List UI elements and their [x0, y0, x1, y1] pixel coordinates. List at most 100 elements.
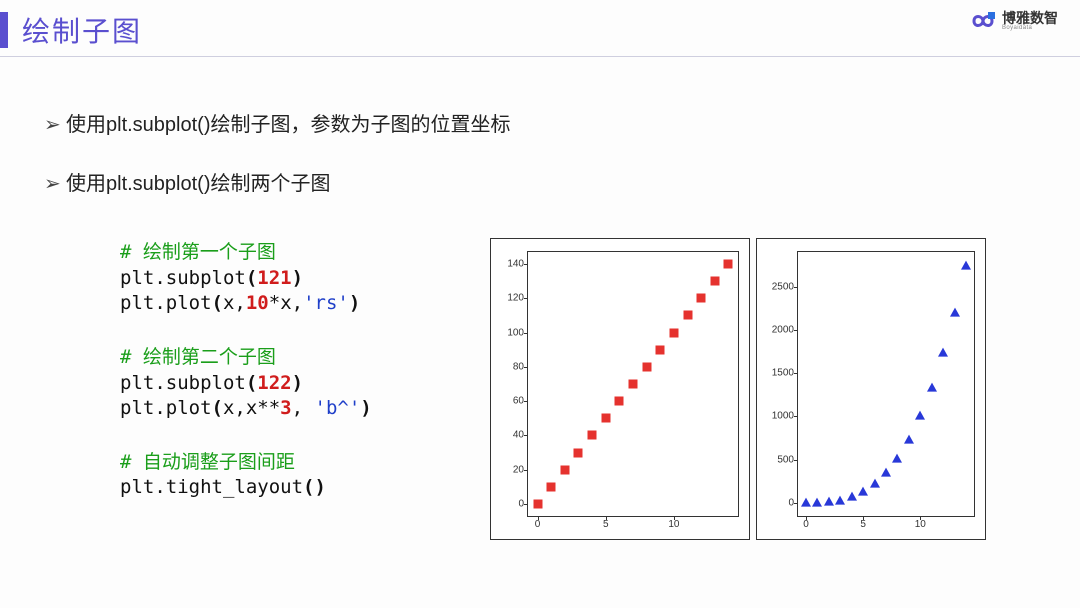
y-tick-label: 500: [777, 454, 794, 465]
data-marker: [642, 362, 651, 371]
data-marker: [588, 431, 597, 440]
data-marker: [870, 479, 880, 488]
y-tick-label: 80: [513, 361, 524, 372]
data-marker: [904, 435, 914, 444]
slide-title: 绘制子图: [22, 10, 142, 50]
code-token: 'rs': [303, 292, 349, 314]
code-token: plt.plot: [120, 397, 212, 419]
chevron-icon: ➢: [44, 171, 58, 196]
data-marker: [938, 348, 948, 357]
data-marker: [858, 487, 868, 496]
code-token: plt.plot: [120, 292, 212, 314]
code-token: plt.tight_layout: [120, 476, 303, 498]
brand-name-cn: 博雅数智: [1002, 11, 1058, 25]
code-token: x,x**: [223, 397, 280, 419]
x-tick-label: 0: [803, 519, 809, 530]
code-token: (: [246, 267, 257, 289]
x-tick-label: 5: [860, 519, 866, 530]
data-marker: [892, 453, 902, 462]
code-token: ): [314, 476, 325, 498]
data-marker: [669, 328, 678, 337]
code-token: 10: [246, 292, 269, 314]
infinity-icon: [970, 10, 996, 32]
code-comment: # 绘制第一个子图: [120, 241, 276, 263]
y-tick-label: 100: [507, 327, 524, 338]
data-marker: [950, 307, 960, 316]
code-block-1: # 绘制第一个子图 plt.subplot(121) plt.plot(x,10…: [120, 240, 372, 317]
code-token: (: [212, 397, 223, 419]
code-area: # 绘制第一个子图 plt.subplot(121) plt.plot(x,10…: [120, 240, 372, 529]
code-token: ,: [292, 397, 315, 419]
data-marker: [801, 498, 811, 507]
code-token: plt.subplot: [120, 267, 246, 289]
y-tick-label: 1000: [772, 411, 794, 422]
data-marker: [629, 380, 638, 389]
data-marker: [533, 500, 542, 509]
data-marker: [824, 497, 834, 506]
data-marker: [724, 260, 733, 269]
x-tick-label: 5: [603, 519, 609, 530]
data-marker: [847, 492, 857, 501]
x-tick-label: 0: [535, 519, 541, 530]
subplot-1: 0204060801001201400510: [490, 238, 750, 540]
code-token: ): [292, 372, 303, 394]
code-comment: # 自动调整子图间距: [120, 451, 295, 473]
y-tick-label: 60: [513, 396, 524, 407]
code-comment: # 绘制第二个子图: [120, 346, 276, 368]
bullet-list: ➢ 使用plt.subplot()绘制子图，参数为子图的位置坐标 ➢ 使用plt.s…: [44, 108, 511, 226]
data-marker: [961, 260, 971, 269]
title-accent: [0, 12, 8, 48]
y-tick-label: 120: [507, 293, 524, 304]
code-token: (: [303, 476, 314, 498]
bullet-item: ➢ 使用plt.subplot()绘制子图，参数为子图的位置坐标: [44, 108, 511, 137]
code-token: ): [360, 397, 371, 419]
data-marker: [615, 397, 624, 406]
plot-area-1: 0204060801001201400510: [527, 251, 739, 517]
data-marker: [812, 498, 822, 507]
code-token: (: [212, 292, 223, 314]
data-marker: [560, 465, 569, 474]
brand-logo: 博雅数智 Boyaidata: [970, 10, 1058, 32]
data-marker: [835, 495, 845, 504]
data-marker: [574, 448, 583, 457]
data-marker: [697, 294, 706, 303]
code-token: 3: [280, 397, 291, 419]
charts-container: 0204060801001201400510 05001000150020002…: [490, 238, 986, 540]
header-divider: [0, 56, 1080, 57]
y-tick-label: 2000: [772, 324, 794, 335]
code-block-3: # 自动调整子图间距 plt.tight_layout(): [120, 450, 372, 501]
brand-name-en: Boyaidata: [1002, 25, 1058, 31]
data-marker: [927, 382, 937, 391]
data-marker: [710, 277, 719, 286]
bullet-text: 使用plt.subplot()绘制子图，参数为子图的位置坐标: [66, 114, 511, 136]
code-token: ): [349, 292, 360, 314]
code-token: ): [292, 267, 303, 289]
x-tick-label: 10: [915, 519, 926, 530]
code-token: 122: [257, 372, 291, 394]
data-marker: [656, 345, 665, 354]
data-marker: [915, 411, 925, 420]
x-tick-label: 10: [668, 519, 679, 530]
code-token: *x,: [269, 292, 303, 314]
bullet-item: ➢ 使用plt.subplot()绘制两个子图: [44, 167, 511, 196]
data-marker: [881, 468, 891, 477]
y-tick-label: 140: [507, 259, 524, 270]
code-token: 'b^': [315, 397, 361, 419]
bullet-text: 使用plt.subplot()绘制两个子图: [66, 173, 331, 195]
chevron-icon: ➢: [44, 112, 58, 137]
code-token: x,: [223, 292, 246, 314]
code-token: plt.subplot: [120, 372, 246, 394]
code-block-2: # 绘制第二个子图 plt.subplot(122) plt.plot(x,x*…: [120, 345, 372, 422]
code-token: 121: [257, 267, 291, 289]
title-bar: 绘制子图: [0, 10, 142, 50]
brand-text: 博雅数智 Boyaidata: [1002, 11, 1058, 31]
subplot-2: 050010001500200025000510: [756, 238, 986, 540]
data-marker: [547, 482, 556, 491]
y-tick-label: 2500: [772, 281, 794, 292]
data-marker: [683, 311, 692, 320]
y-tick-label: 20: [513, 464, 524, 475]
y-tick-label: 1500: [772, 368, 794, 379]
plot-area-2: 050010001500200025000510: [797, 251, 975, 517]
code-token: (: [246, 372, 257, 394]
y-tick-label: 40: [513, 430, 524, 441]
